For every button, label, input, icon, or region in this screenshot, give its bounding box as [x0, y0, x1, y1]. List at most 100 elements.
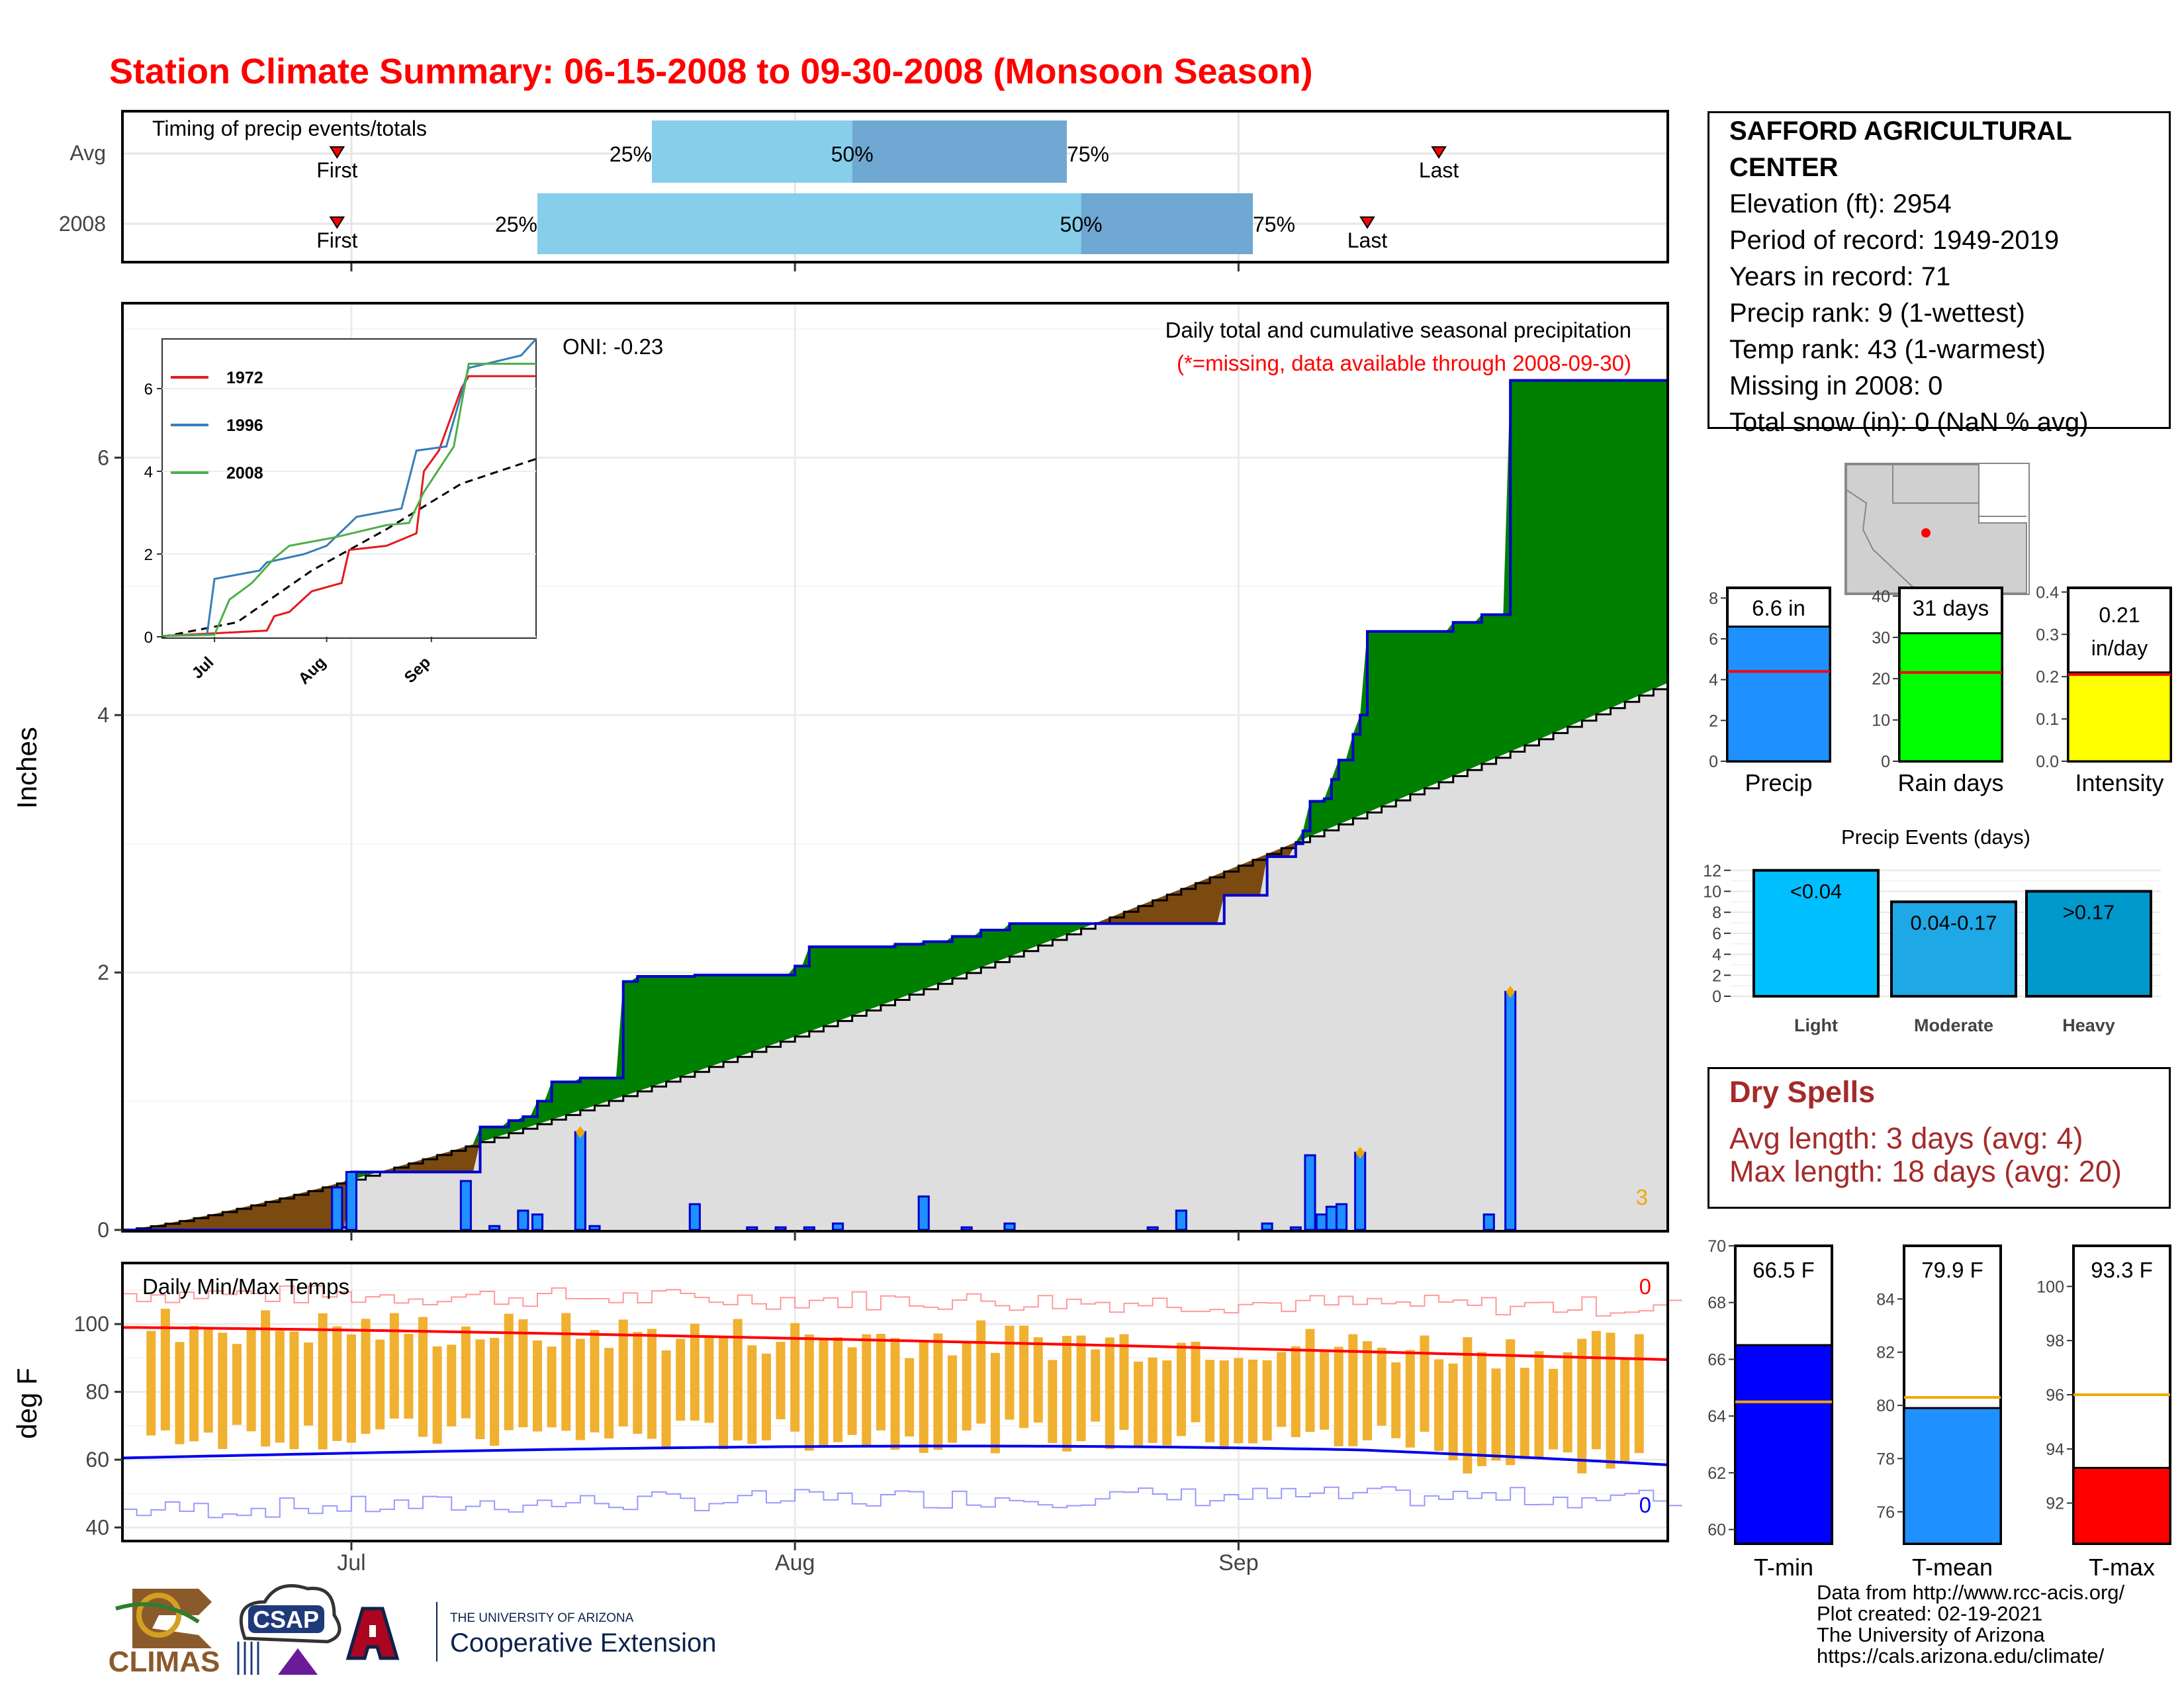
daily-temp-bar	[1277, 1352, 1287, 1427]
events-tick-label: 10	[1703, 882, 1721, 901]
daily-temp-bar	[1334, 1346, 1343, 1446]
timing-first-label: First	[316, 158, 357, 182]
daily-temp-bar	[1048, 1360, 1058, 1444]
daily-temp-bar	[590, 1330, 600, 1432]
daily-temp-bar	[819, 1338, 829, 1448]
daily-temp-bar	[1033, 1337, 1043, 1423]
daily-temp-bar	[1606, 1333, 1615, 1469]
dry-spells-avg: Avg length: 3 days (avg: 4)	[1729, 1121, 2083, 1155]
daily-temp-bar	[1405, 1350, 1415, 1448]
daily-temp-bar	[1391, 1362, 1401, 1438]
daily-temp-bar	[1134, 1362, 1144, 1446]
daily-temp-bar	[160, 1309, 170, 1430]
mini-bar-tick-label: 0	[1881, 753, 1890, 771]
timing-bar-q2	[852, 120, 1067, 183]
daily-temp-bar	[375, 1339, 385, 1430]
daily-temp-bar	[547, 1346, 557, 1428]
mini-bar-tick-label: 0.3	[2036, 626, 2059, 644]
record-precip-marker	[575, 1126, 585, 1139]
daily-temp-bar	[475, 1339, 485, 1440]
record-precip-marker	[1355, 1147, 1365, 1159]
inset-line-1972	[161, 375, 536, 637]
daily-temp-bar	[1019, 1325, 1029, 1429]
mini-bar-tick-label: 0	[1709, 753, 1718, 771]
precip-y-tick-label: 2	[97, 961, 109, 984]
mini-bar-tick-label: 40	[1872, 587, 1890, 606]
record-high-line	[122, 1285, 1682, 1317]
temp-bar-tick-label: 82	[1876, 1344, 1895, 1362]
daily-temp-bar	[890, 1338, 900, 1450]
daily-temp-bar	[518, 1319, 528, 1428]
timing-q25-label: 25%	[610, 142, 652, 166]
mini-bar-chart-precip: 0 2 4 6 8 6.6 in Precip	[1709, 586, 1831, 796]
temp-y-label: deg F	[11, 1368, 42, 1438]
timing-last-label: Last	[1347, 228, 1388, 252]
daily-temp-bar	[1591, 1331, 1601, 1450]
mini-bar-value-label: 0.21	[2099, 603, 2140, 627]
dry-spells-box: Dry Spells Avg length: 3 days (avg: 4) M…	[1707, 1067, 2171, 1209]
inset-legend-label: 1972	[226, 369, 263, 387]
record-high-count: 0	[1639, 1274, 1651, 1299]
daily-temp-bar	[719, 1336, 729, 1450]
mini-bar-tick-label: 6	[1709, 630, 1718, 649]
station-location-dot	[1921, 528, 1931, 538]
temp-bar-value-label: 66.5 F	[1752, 1258, 1815, 1282]
timing-first-marker	[329, 216, 345, 229]
mini-bar-tick-label: 30	[1872, 629, 1890, 647]
daily-temp-bar	[847, 1347, 857, 1435]
station-temp-rank: Temp rank: 43 (1-warmest)	[1729, 335, 2046, 364]
temp-bar-value	[1903, 1407, 2002, 1545]
daily-temp-bar	[747, 1345, 757, 1444]
credit-university: The University of Arizona	[1817, 1623, 2045, 1646]
credit-url: https://cals.arizona.edu/climate/	[1817, 1644, 2105, 1667]
average-cumulative-area	[122, 682, 1668, 1230]
timing-first-label: First	[316, 228, 357, 252]
daily-temp-bar	[1191, 1341, 1201, 1423]
station-years: Years in record: 71	[1729, 262, 1951, 291]
mini-bar-chart-rain-days: 0 10 20 30 40 31 days Rain days	[1872, 586, 2004, 796]
daily-temp-bar	[346, 1334, 356, 1443]
daily-precip-bar	[1354, 1151, 1367, 1231]
mini-bar-value-label-unit: in/day	[2091, 636, 2148, 660]
mini-bar-tick-label: 0.1	[2036, 710, 2059, 729]
daily-temp-bar	[261, 1310, 271, 1447]
daily-temp-bar	[1491, 1368, 1501, 1461]
events-tick-label: 0	[1712, 988, 1721, 1006]
daily-temp-bar	[189, 1326, 199, 1442]
above-average-area	[122, 380, 1668, 1230]
daily-temp-bar	[661, 1350, 671, 1448]
timing-title: Timing of precip events/totals	[152, 117, 427, 140]
mini-bar-tick-label: 4	[1709, 671, 1718, 690]
mini-bar-tick-label: 0.2	[2036, 668, 2059, 686]
temp-bar-tick-label: 94	[2046, 1440, 2064, 1459]
daily-precip-bar	[1261, 1222, 1273, 1231]
daily-precip-bar	[331, 1186, 343, 1231]
daily-temp-bar	[218, 1333, 228, 1449]
daily-temp-bar	[618, 1319, 628, 1427]
daily-precip-bar	[1482, 1213, 1495, 1231]
timing-panel: 25% 50% 75% First Last 25% 50% 75% First Last Tim…	[59, 110, 1669, 271]
daily-temp-bar	[1620, 1358, 1630, 1464]
daily-precip-bar	[774, 1226, 787, 1231]
station-period: Period of record: 1949-2019	[1729, 226, 2060, 255]
temp-bar-tick-label: 62	[1707, 1464, 1726, 1483]
daily-temp-bar	[1377, 1348, 1387, 1426]
temp-panel: 40 60 80 100 Jul Aug Sep deg F Daily Min/Max …	[11, 1262, 1682, 1575]
daily-temp-bar	[905, 1358, 915, 1436]
daily-temp-bar	[876, 1333, 886, 1430]
inset-y-tick-label: 2	[144, 546, 153, 564]
x-axis-tick-label: Aug	[775, 1550, 815, 1575]
credits: Data from http://www.rcc-acis.org/ Plot …	[1817, 1582, 2124, 1667]
daily-temp-bar	[704, 1336, 714, 1423]
station-name: SAFFORD AGRICULTURAL CENTER	[1729, 117, 2071, 182]
daily-temp-bar	[146, 1331, 156, 1436]
mini-bar-tick-label: 20	[1872, 670, 1890, 688]
station-precip-rank: Precip rank: 9 (1-wettest)	[1729, 299, 2025, 328]
daily-temp-bar	[232, 1344, 242, 1425]
daily-temp-bar	[1534, 1351, 1544, 1458]
daily-temp-bar	[633, 1332, 643, 1434]
inset-line-2008	[161, 363, 536, 637]
daily-temp-bar	[275, 1331, 285, 1443]
mini-bar-value-label: 6.6 in	[1752, 596, 1805, 620]
daily-temp-bar	[418, 1317, 428, 1437]
